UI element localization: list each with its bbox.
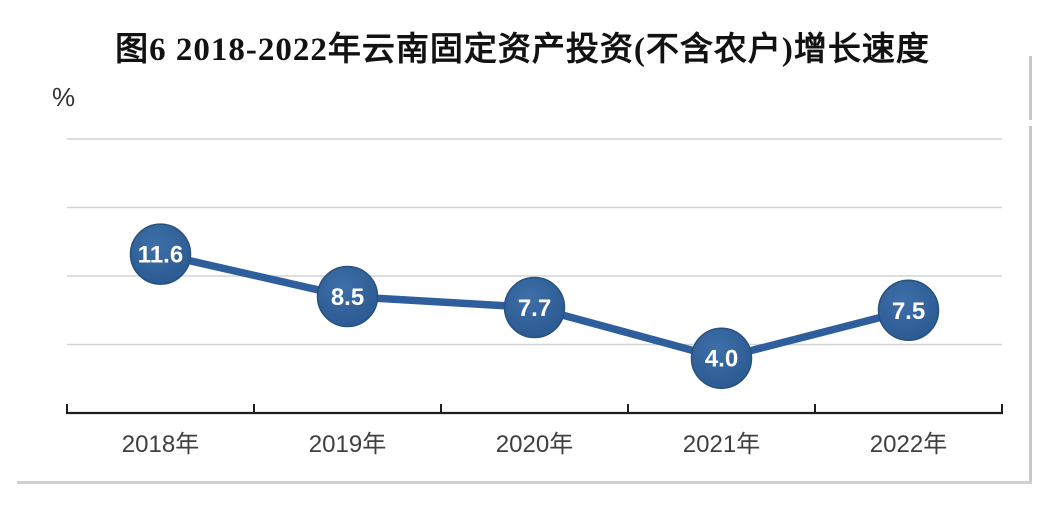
data-point-marker bbox=[129, 223, 192, 285]
data-point-marker bbox=[690, 327, 753, 389]
chart-title: 图6 2018-2022年云南固定资产投资(不含农户)增长速度 bbox=[115, 32, 930, 68]
right-frame-border-upper bbox=[1029, 56, 1032, 120]
data-point-label: 4.0 bbox=[705, 346, 738, 373]
data-point-label: 11.6 bbox=[138, 242, 183, 269]
data-point-marker bbox=[316, 265, 379, 328]
x-tick-label: 2019年 bbox=[309, 431, 386, 458]
data-point-marker bbox=[877, 279, 940, 341]
data-point-label: 7.7 bbox=[518, 295, 551, 322]
x-tick-label: 2020年 bbox=[496, 431, 573, 458]
x-tick-label: 2021年 bbox=[683, 431, 760, 458]
right-frame-border-lower bbox=[1029, 126, 1032, 484]
data-point-label: 8.5 bbox=[331, 284, 364, 311]
y-axis-unit-label: % bbox=[52, 82, 76, 112]
x-tick-label: 2022年 bbox=[870, 431, 947, 458]
bottom-frame-border bbox=[17, 481, 1032, 484]
data-point-marker bbox=[503, 276, 566, 339]
x-tick-label: 2018年 bbox=[122, 431, 199, 458]
data-point-label: 7.5 bbox=[892, 298, 925, 325]
